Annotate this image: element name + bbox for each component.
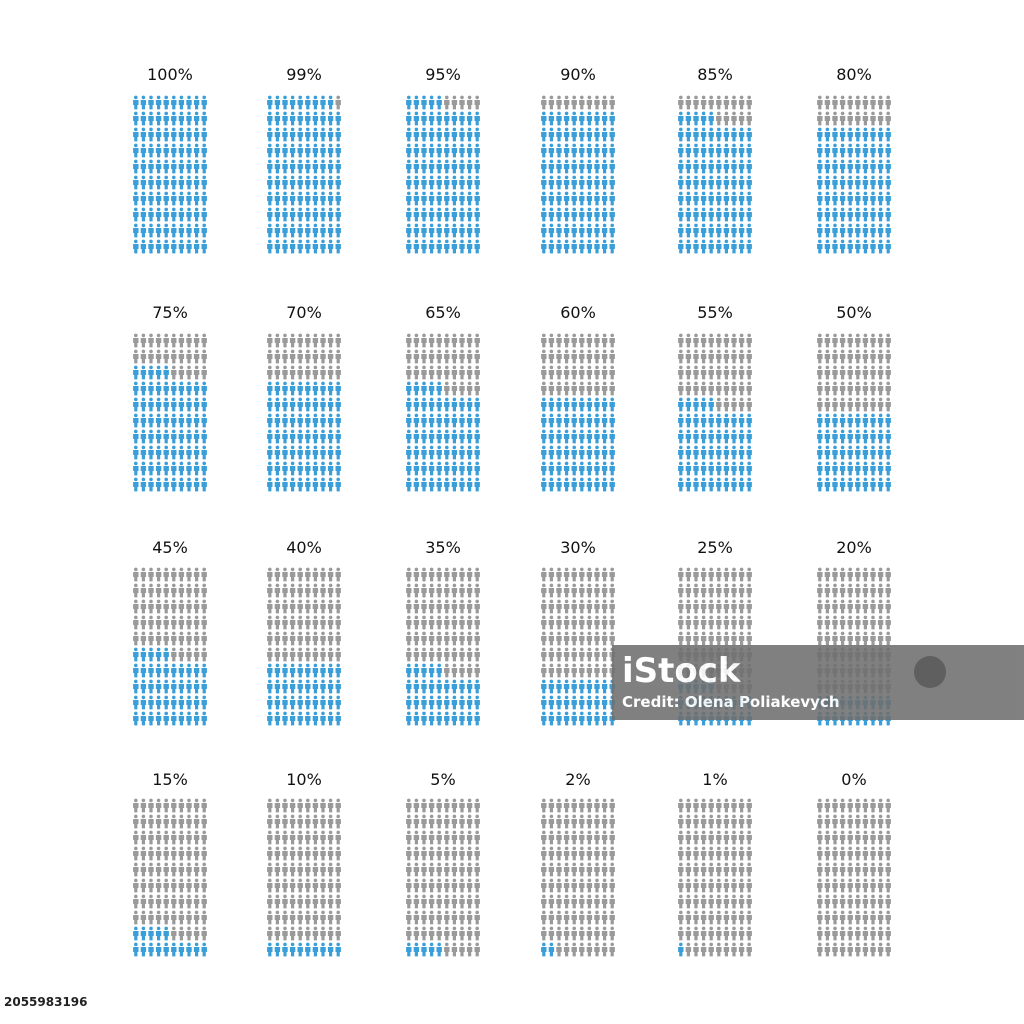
empty-icons — [133, 798, 207, 941]
pictogram-panel: 10% — [267, 770, 341, 957]
filled-icons — [133, 926, 207, 957]
empty-icons — [541, 95, 615, 110]
filled-icons — [541, 397, 615, 492]
pictogram-panel: 55% — [678, 303, 752, 492]
panel-label: 25% — [697, 538, 733, 557]
filled-icons — [678, 942, 684, 957]
pictogram-panel: 15% — [133, 770, 207, 957]
panel-label: 90% — [560, 65, 596, 84]
filled-icons — [267, 663, 341, 726]
panel-label: 50% — [836, 303, 872, 322]
id-box — [0, 991, 86, 1011]
panel-label: 85% — [697, 65, 733, 84]
panel-label: 70% — [286, 303, 322, 322]
empty-icons — [133, 333, 207, 380]
panel-label: 1% — [702, 770, 727, 789]
filled-icons — [406, 942, 442, 957]
filled-icons — [133, 647, 207, 726]
filled-icons — [541, 111, 615, 254]
panel-label: 99% — [286, 65, 322, 84]
empty-icons — [541, 567, 615, 678]
filled-icons — [541, 942, 555, 957]
empty-icons — [267, 567, 341, 662]
pictogram-panel: 40% — [267, 538, 341, 726]
pictogram-panel: 0% — [817, 770, 891, 957]
empty-icons — [267, 798, 341, 941]
filled-icons — [133, 365, 207, 492]
empty-icons — [267, 333, 341, 380]
empty-icons — [817, 95, 891, 126]
panel-label: 35% — [425, 538, 461, 557]
pictogram-panel: 5% — [406, 770, 480, 957]
empty-icons — [678, 798, 752, 957]
panel-label: 80% — [836, 65, 872, 84]
filled-icons — [678, 111, 752, 254]
filled-icons — [541, 679, 615, 726]
pictogram-panel: 95% — [406, 65, 480, 254]
panel-label: 95% — [425, 65, 461, 84]
panel-label: 15% — [152, 770, 188, 789]
watermark: iStock Credit: Olena Poliakevych — [612, 645, 1024, 720]
filled-icons — [678, 397, 752, 492]
empty-icons — [444, 95, 480, 110]
pictogram-panel: 99% — [267, 65, 341, 254]
watermark-icon — [914, 656, 946, 688]
pictogram-panel: 45% — [133, 538, 207, 726]
panel-label: 65% — [425, 303, 461, 322]
panel-label: 20% — [836, 538, 872, 557]
pictogram-panel: 80% — [817, 65, 891, 254]
panel-label: 75% — [152, 303, 188, 322]
panel-label: 5% — [430, 770, 455, 789]
empty-icons — [335, 95, 341, 110]
filled-icons — [267, 95, 341, 254]
empty-icons — [817, 333, 891, 412]
panel-label: 0% — [841, 770, 866, 789]
pictogram-panel: 65% — [406, 303, 480, 492]
image-id: 2055983196 — [4, 995, 88, 1009]
watermark-brand: iStock — [622, 651, 742, 691]
pictogram-panel: 35% — [406, 538, 480, 726]
empty-icons — [406, 798, 480, 957]
panel-label: 60% — [560, 303, 596, 322]
panel-label: 2% — [565, 770, 590, 789]
pictogram-panel: 85% — [678, 65, 752, 254]
empty-icons — [678, 333, 752, 412]
panel-label: 45% — [152, 538, 188, 557]
empty-icons — [817, 798, 891, 957]
panel-label: 10% — [286, 770, 322, 789]
filled-icons — [817, 413, 891, 492]
pictogram-panel: 70% — [267, 303, 341, 492]
filled-icons — [133, 95, 207, 254]
pictogram-panel: 1% — [678, 770, 752, 957]
pictogram-panel: 2% — [541, 770, 615, 957]
panel-label: 100% — [147, 65, 193, 84]
pictogram-panel: 30% — [541, 538, 615, 726]
filled-icons — [406, 381, 480, 492]
empty-icons — [133, 567, 207, 662]
watermark-credit: Credit: Olena Poliakevych — [622, 693, 840, 711]
empty-icons — [541, 333, 615, 396]
filled-icons — [267, 381, 341, 492]
panel-label: 55% — [697, 303, 733, 322]
pictogram-panel: 50% — [817, 303, 891, 492]
watermark-band — [612, 645, 1024, 720]
filled-icons — [817, 127, 891, 254]
panel-label: 40% — [286, 538, 322, 557]
empty-icons — [406, 567, 480, 678]
empty-icons — [678, 95, 752, 126]
filled-icons — [267, 942, 341, 957]
filled-icons — [406, 95, 480, 254]
pictogram-panel: 100% — [133, 65, 207, 254]
pictogram-panel: 75% — [133, 303, 207, 492]
pictogram-panel: 60% — [541, 303, 615, 492]
empty-icons — [541, 798, 615, 957]
charts: 100% 99% 95% 90% 85% 80% 75% 70% 65% 60% 55% 50% 45%… — [133, 65, 891, 957]
pictogram-panel: 90% — [541, 65, 615, 254]
panel-label: 30% — [560, 538, 596, 557]
